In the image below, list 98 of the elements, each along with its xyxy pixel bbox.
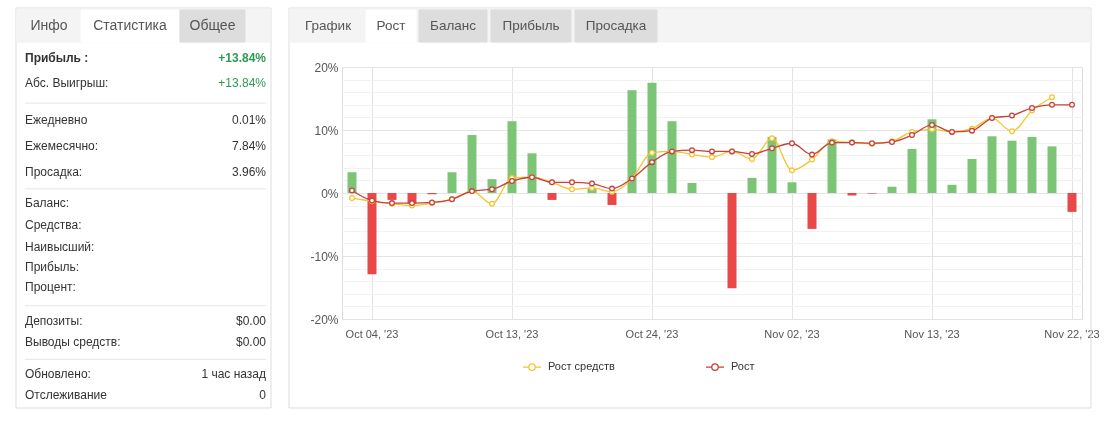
text: Обновлено: bbox=[25, 367, 91, 381]
bar bbox=[687, 182, 697, 193]
point bbox=[349, 187, 355, 194]
text: Средства: bbox=[25, 218, 82, 232]
x-tick-label: Oct 13, '23 bbox=[485, 327, 539, 340]
text: Инфо bbox=[30, 16, 68, 33]
point bbox=[749, 155, 755, 162]
text: Отслеживание bbox=[25, 388, 108, 402]
point bbox=[809, 151, 815, 158]
bar bbox=[847, 193, 857, 196]
bar bbox=[967, 158, 977, 193]
legend-label: Рост bbox=[731, 360, 755, 373]
point bbox=[1009, 128, 1015, 135]
bar bbox=[787, 182, 797, 193]
point bbox=[489, 200, 495, 207]
text: Баланс bbox=[430, 17, 477, 33]
bar bbox=[1047, 146, 1057, 193]
text: Процент: bbox=[25, 280, 76, 295]
point bbox=[569, 179, 575, 186]
x-tick-label: Oct 24, '23 bbox=[625, 327, 679, 340]
text: 3.96% bbox=[231, 165, 267, 179]
y-tick-label: 20% bbox=[314, 60, 339, 75]
text: +13.84% bbox=[218, 51, 267, 66]
y-tick-label: 10% bbox=[314, 123, 339, 138]
point bbox=[769, 145, 775, 152]
legend-label: Рост средств bbox=[548, 360, 616, 373]
point bbox=[1009, 112, 1015, 119]
x-tick-label: Oct 04, '23 bbox=[345, 327, 399, 340]
bar bbox=[387, 193, 397, 200]
point bbox=[789, 167, 795, 174]
text: $0.00 bbox=[235, 334, 267, 349]
bar bbox=[1027, 136, 1037, 193]
text: Общее bbox=[189, 16, 236, 33]
bar bbox=[807, 193, 817, 229]
bar bbox=[607, 193, 617, 205]
text: Прибыль bbox=[502, 17, 560, 33]
point bbox=[909, 132, 915, 139]
bar bbox=[527, 153, 537, 193]
text: Статистика bbox=[93, 16, 167, 33]
y-tick-label: -10% bbox=[310, 249, 339, 264]
text: $0.00 bbox=[235, 314, 267, 328]
text: Баланс: bbox=[25, 195, 70, 210]
bar bbox=[987, 136, 997, 193]
bar bbox=[667, 121, 677, 193]
text: Наивысший: bbox=[25, 239, 95, 254]
point bbox=[589, 180, 595, 187]
point bbox=[649, 149, 655, 156]
bar bbox=[467, 135, 477, 193]
text: Выводы средств: bbox=[25, 334, 121, 349]
text: Прибыль: bbox=[25, 260, 80, 275]
bar bbox=[447, 172, 457, 193]
bar bbox=[627, 90, 637, 193]
text: Прибыль : bbox=[25, 51, 89, 66]
text: Просадка bbox=[585, 17, 647, 33]
text: +13.84% bbox=[218, 76, 267, 91]
text: Абс. Выигрыш: bbox=[25, 76, 109, 91]
x-tick-label: Nov 02, '23 bbox=[764, 327, 820, 340]
point bbox=[349, 195, 355, 202]
text: Ежедневно bbox=[25, 113, 88, 127]
bar bbox=[747, 177, 757, 193]
text: Просадка: bbox=[25, 165, 83, 179]
text: Ежемесячно: bbox=[25, 138, 99, 153]
y-tick-label: -20% bbox=[310, 312, 339, 327]
point bbox=[769, 135, 775, 142]
bar bbox=[1007, 140, 1017, 193]
point bbox=[569, 186, 575, 193]
bar bbox=[1067, 193, 1077, 212]
text: 7.84% bbox=[231, 138, 267, 153]
bar bbox=[727, 193, 737, 289]
bar bbox=[367, 193, 377, 275]
point bbox=[509, 178, 515, 185]
bar bbox=[887, 186, 897, 193]
point bbox=[749, 150, 755, 157]
bar bbox=[507, 121, 517, 193]
bar bbox=[547, 193, 557, 200]
point bbox=[789, 140, 795, 147]
point bbox=[709, 154, 715, 161]
bar bbox=[947, 184, 957, 193]
text: 1 час назад bbox=[201, 367, 266, 381]
point bbox=[1049, 94, 1055, 101]
point bbox=[1049, 101, 1055, 108]
point bbox=[709, 148, 715, 155]
point bbox=[809, 156, 815, 163]
text: График bbox=[304, 17, 352, 33]
point bbox=[1069, 101, 1075, 108]
text: Депозиты: bbox=[25, 314, 83, 328]
bar bbox=[647, 82, 657, 193]
point bbox=[649, 159, 655, 166]
bar bbox=[907, 148, 917, 193]
text: 0.01% bbox=[231, 113, 267, 127]
bar bbox=[827, 139, 837, 193]
x-tick-label: Nov 13, '23 bbox=[904, 327, 960, 340]
point bbox=[689, 147, 695, 154]
point bbox=[929, 121, 935, 128]
x-tick-label: Nov 22, '23 bbox=[1044, 327, 1100, 340]
text: 0 bbox=[259, 388, 267, 402]
y-tick-label: 0% bbox=[321, 186, 339, 201]
text: Рост bbox=[376, 17, 406, 33]
